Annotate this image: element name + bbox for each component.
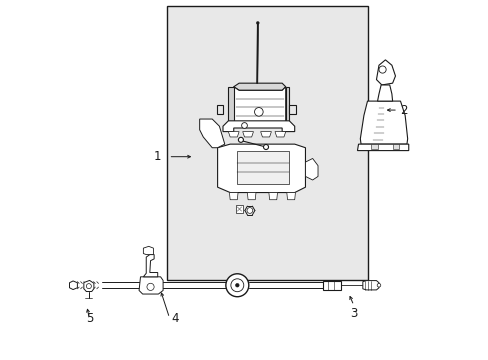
Polygon shape bbox=[242, 132, 253, 137]
Polygon shape bbox=[289, 105, 295, 114]
Polygon shape bbox=[274, 132, 285, 137]
Polygon shape bbox=[268, 193, 277, 200]
Polygon shape bbox=[143, 246, 153, 255]
Polygon shape bbox=[229, 193, 238, 200]
Polygon shape bbox=[305, 158, 317, 180]
Polygon shape bbox=[237, 151, 289, 184]
Circle shape bbox=[378, 66, 386, 73]
Polygon shape bbox=[228, 132, 239, 137]
Polygon shape bbox=[285, 87, 289, 121]
Polygon shape bbox=[376, 60, 395, 85]
Circle shape bbox=[256, 22, 259, 24]
Polygon shape bbox=[360, 101, 407, 144]
Circle shape bbox=[263, 144, 268, 149]
Text: 2: 2 bbox=[400, 104, 407, 117]
Polygon shape bbox=[260, 132, 271, 137]
Text: 3: 3 bbox=[349, 307, 357, 320]
Circle shape bbox=[230, 279, 244, 292]
Circle shape bbox=[241, 123, 247, 129]
Polygon shape bbox=[217, 144, 305, 193]
Polygon shape bbox=[362, 280, 378, 290]
Bar bbox=[392, 144, 398, 149]
Polygon shape bbox=[223, 121, 294, 132]
Circle shape bbox=[238, 137, 243, 142]
Text: 5: 5 bbox=[86, 311, 93, 325]
Bar bbox=[235, 205, 243, 213]
Circle shape bbox=[246, 208, 252, 213]
Polygon shape bbox=[83, 280, 94, 292]
Circle shape bbox=[147, 283, 154, 291]
Text: 4: 4 bbox=[171, 311, 178, 325]
Polygon shape bbox=[199, 119, 224, 148]
Bar bbox=[323, 280, 340, 290]
Circle shape bbox=[235, 283, 239, 287]
Polygon shape bbox=[357, 144, 408, 150]
Polygon shape bbox=[143, 255, 158, 277]
Circle shape bbox=[225, 274, 248, 297]
Polygon shape bbox=[247, 193, 255, 200]
Polygon shape bbox=[286, 193, 295, 200]
Circle shape bbox=[86, 284, 91, 289]
Bar bbox=[370, 144, 377, 149]
Polygon shape bbox=[69, 281, 77, 289]
Circle shape bbox=[254, 108, 263, 116]
Bar bbox=[167, 6, 367, 280]
Circle shape bbox=[376, 283, 380, 287]
Polygon shape bbox=[139, 277, 163, 294]
Polygon shape bbox=[233, 87, 285, 125]
Polygon shape bbox=[233, 83, 285, 90]
Polygon shape bbox=[377, 85, 392, 101]
Polygon shape bbox=[216, 105, 223, 114]
Polygon shape bbox=[228, 87, 233, 121]
Text: 1: 1 bbox=[154, 150, 161, 163]
